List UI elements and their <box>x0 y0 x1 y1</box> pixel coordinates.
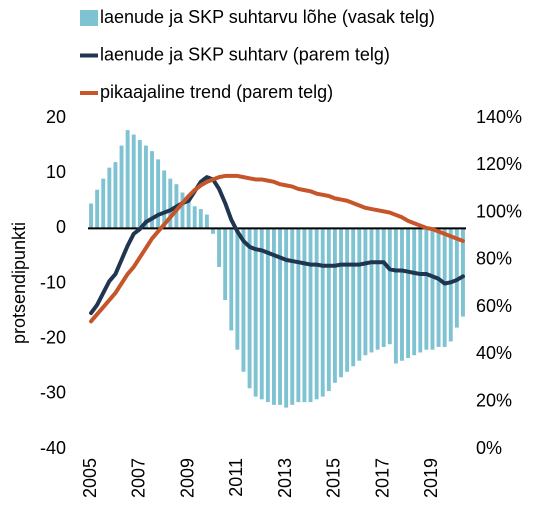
bar <box>137 140 142 229</box>
bar <box>308 228 313 403</box>
line <box>89 173 465 324</box>
y-tick-label: 20 <box>46 107 66 127</box>
bar <box>156 159 161 229</box>
bar <box>442 228 447 347</box>
x-tick-label: 2019 <box>421 458 441 498</box>
y2-tick-label: 60% <box>476 296 512 316</box>
bar <box>406 228 411 358</box>
legend-swatch <box>80 10 98 26</box>
line <box>89 175 465 316</box>
bar <box>272 228 276 405</box>
bar <box>296 228 301 403</box>
x-tick-label: 2013 <box>275 458 295 498</box>
bar <box>192 206 197 229</box>
bar <box>204 214 209 229</box>
y2-tick-label: 140% <box>476 107 522 127</box>
y-tick-label: 0 <box>56 217 66 237</box>
bar <box>369 228 374 353</box>
bar <box>320 228 325 397</box>
bar <box>131 134 136 229</box>
bar <box>284 228 289 408</box>
y2-tick-label: 80% <box>476 249 512 269</box>
bar <box>253 228 258 397</box>
bar <box>400 228 404 361</box>
legend-label: laenude ja SKP suhtarv (parem telg) <box>100 44 390 64</box>
bar <box>107 167 112 229</box>
x-tick-label: 2007 <box>129 458 149 498</box>
x-tick-label: 2015 <box>324 458 344 498</box>
bar <box>125 130 130 229</box>
bar <box>363 228 368 356</box>
bar <box>326 228 331 392</box>
bar <box>241 228 246 372</box>
bar <box>357 228 362 361</box>
legend-label: pikaajaline trend (parem telg) <box>100 82 333 102</box>
x-tick-label: 2017 <box>372 458 392 498</box>
bar <box>198 209 203 229</box>
bar <box>143 145 148 229</box>
y2-tick-label: 0% <box>476 438 502 458</box>
bar <box>436 228 441 347</box>
bar <box>412 228 417 356</box>
bar <box>229 228 234 331</box>
bar <box>278 228 282 405</box>
y2-tick-label: 100% <box>476 201 522 221</box>
bar <box>387 228 392 345</box>
y-tick-label: 10 <box>46 162 66 182</box>
bar <box>186 200 191 229</box>
y2-tick-label: 40% <box>476 343 512 363</box>
bar <box>247 228 252 389</box>
y-tick-label: -10 <box>40 272 66 292</box>
bar <box>217 228 222 267</box>
y-tick-label: -40 <box>40 438 66 458</box>
bar <box>424 228 429 350</box>
bar <box>290 228 295 405</box>
y-tick-label: -30 <box>40 383 66 403</box>
bar <box>339 228 343 378</box>
bar <box>375 228 380 350</box>
bar <box>332 228 337 383</box>
y2-tick-label: 120% <box>476 154 522 174</box>
bar <box>314 228 319 400</box>
bar <box>180 192 185 229</box>
x-tick-label: 2011 <box>226 458 246 497</box>
bar <box>150 151 154 229</box>
legend-label: laenude ja SKP suhtarvu lõhe (vasak telg… <box>100 7 435 27</box>
bar <box>381 228 386 347</box>
bar <box>448 228 453 342</box>
bar <box>259 228 264 400</box>
y-tick-label: -20 <box>40 327 66 347</box>
y-axis-label: protsendipunkti <box>9 222 29 344</box>
bar <box>430 228 435 350</box>
bar <box>235 228 240 350</box>
bar <box>119 145 124 229</box>
bar <box>113 162 118 229</box>
x-tick-label: 2009 <box>177 458 197 498</box>
bar <box>89 203 93 229</box>
bar <box>393 228 398 364</box>
bar <box>211 228 215 234</box>
x-tick-label: 2005 <box>80 458 100 498</box>
bar <box>95 189 100 229</box>
bar <box>223 228 228 301</box>
bar <box>168 178 173 229</box>
bar <box>418 228 423 353</box>
bar <box>265 228 270 403</box>
bar <box>162 170 167 229</box>
bar <box>345 228 350 372</box>
bar <box>351 228 356 367</box>
bar <box>302 228 307 403</box>
y2-tick-label: 20% <box>476 390 512 410</box>
bar <box>101 178 106 229</box>
bar <box>461 228 465 317</box>
